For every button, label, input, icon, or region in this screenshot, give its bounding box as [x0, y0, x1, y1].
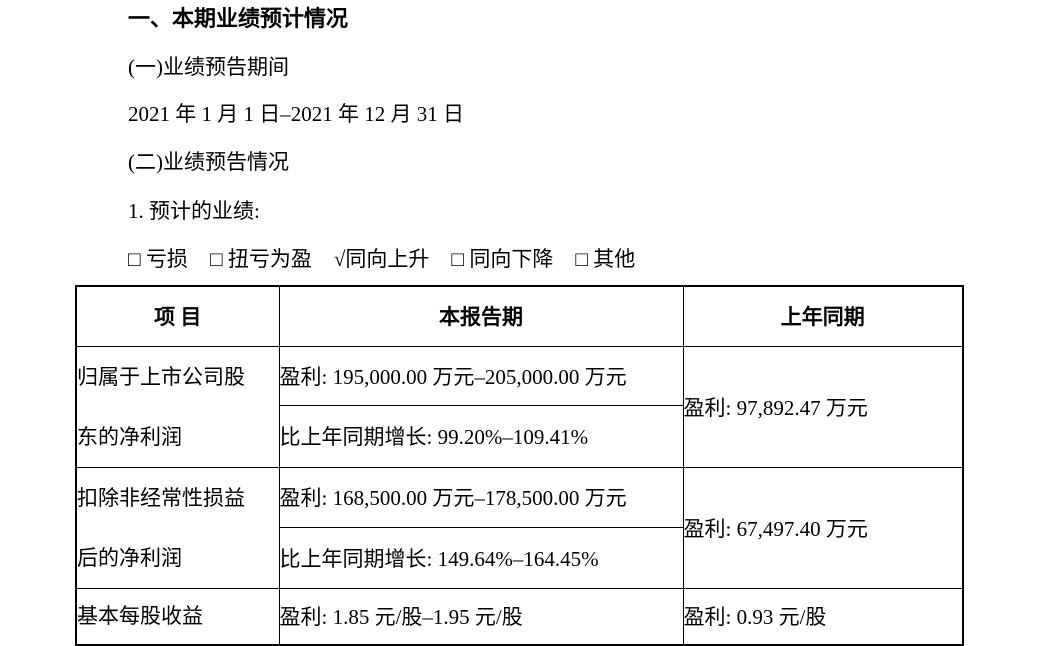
table-row-net-profit-growth: 比上年同期增长: 99.20%–109.41% [76, 405, 963, 468]
column-header-current-period: 本报告期 [278, 285, 684, 347]
column-header-item: 项 目 [75, 285, 280, 347]
deducted-profit-growth-range: 比上年同期增长: 149.64%–164.45% [278, 527, 684, 589]
item-label-line: 后的净利润 [77, 545, 182, 570]
subsection-heading-forecast-period: (一)业绩预告期间 [128, 55, 289, 79]
item-label-deducted-profit: 扣除非经常性损益 后的净利润 [75, 466, 280, 589]
option-loss: □ 亏损 [128, 247, 188, 271]
eps-prior-value: 盈利: 0.93 元/股 [682, 587, 964, 646]
net-profit-prior-value: 盈利: 97,892.47 万元 [682, 345, 964, 468]
table-header-row: 项 目 本报告期 上年同期 [75, 285, 964, 347]
section-title: 一、本期业绩预计情况 [128, 6, 349, 31]
column-header-prior-period: 上年同期 [682, 285, 964, 347]
forecast-period-dates: 2021 年 1 月 1 日–2021 年 12 月 31 日 [128, 102, 464, 126]
deducted-profit-current-range: 盈利: 168,500.00 万元–178,500.00 万元 [278, 466, 684, 528]
option-turn-loss-to-profit: □ 扭亏为盈 [209, 247, 312, 271]
table-row-deducted-profit: 扣除非经常性损益 后的净利润 盈利: 168,500.00 万元–178,500… [75, 466, 964, 589]
item-label-line: 扣除非经常性损益 [77, 485, 245, 510]
item-label-line: 基本每股收益 [77, 604, 203, 629]
subsection-heading-forecast-details: (二)业绩预告情况 [128, 150, 289, 174]
item-label-net-profit: 归属于上市公司股 东的净利润 [75, 345, 280, 468]
option-same-direction-up-checked: √同向上升 [333, 247, 430, 271]
net-profit-current-range: 盈利: 195,000.00 万元–205,000.00 万元 [278, 345, 684, 407]
item-label-line: 归属于上市公司股 [77, 364, 245, 389]
option-same-direction-down: □ 同向下降 [451, 247, 554, 271]
performance-forecast-table: 项 目 本报告期 上年同期 归属于上市公司股 东的净利润 盈利: 195,000… [75, 285, 964, 646]
net-profit-growth-range: 比上年同期增长: 99.20%–109.41% [278, 405, 684, 468]
deducted-profit-prior-value: 盈利: 67,497.40 万元 [682, 466, 964, 589]
eps-current-range: 盈利: 1.85 元/股–1.95 元/股 [278, 587, 684, 646]
table-row-net-profit: 归属于上市公司股 东的净利润 盈利: 195,000.00 万元–205,000… [75, 345, 964, 468]
forecast-type-options: □ 亏损 □ 扭亏为盈 √同向上升 □ 同向下降 □ 其他 [128, 245, 635, 273]
table-row-eps: 基本每股收益 盈利: 1.85 元/股–1.95 元/股 盈利: 0.93 元/… [75, 587, 964, 646]
item-label-line: 东的净利润 [77, 424, 182, 449]
expected-results-heading: 1. 预计的业绩: [128, 199, 260, 223]
item-label-eps: 基本每股收益 [75, 587, 280, 646]
option-other: □ 其他 [575, 247, 636, 271]
